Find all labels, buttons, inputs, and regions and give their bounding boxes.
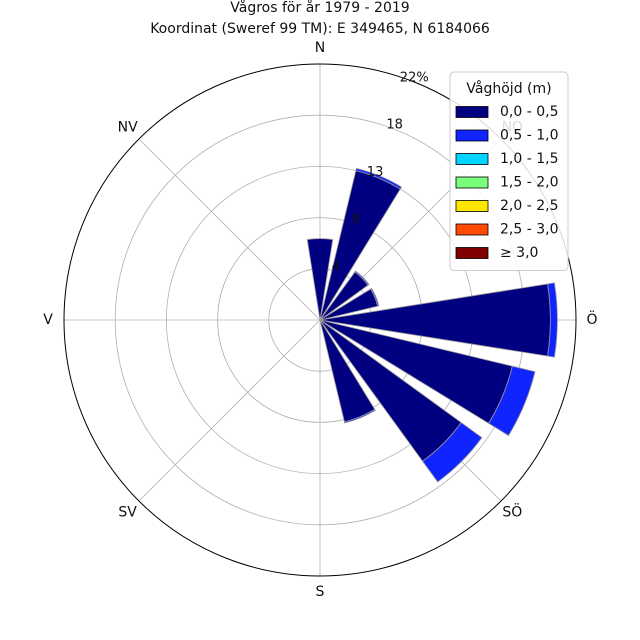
- radial-tick-label: 22%: [400, 70, 429, 85]
- grid-spoke: [138, 319, 321, 502]
- bar-segment: [306, 238, 334, 321]
- bar-segment: [343, 408, 376, 424]
- legend-box: [449, 71, 569, 271]
- wave-bars: [306, 167, 558, 483]
- legend-swatch: [455, 153, 489, 165]
- legend-entry: 1,0 - 1,5: [500, 151, 558, 167]
- radial-tick-label: 18: [386, 118, 403, 133]
- legend-swatch: [455, 247, 489, 259]
- direction-label: SÖ: [502, 502, 522, 520]
- legend-swatch: [455, 106, 489, 118]
- legend-entry: 2,5 - 3,0: [500, 222, 558, 238]
- legend-entry: 0,0 - 0,5: [500, 104, 558, 120]
- outer-circle: [63, 63, 577, 577]
- legend-swatch: [455, 176, 489, 189]
- radial-tick-label: 9: [351, 212, 359, 227]
- legend-entry: 1,5 - 2,0: [500, 175, 558, 191]
- legend-entry: 2,0 - 2,5: [500, 198, 558, 214]
- radial-tick-labels: 4 9 13 18 22%: [332, 70, 429, 274]
- bar-segment: [354, 270, 370, 286]
- direction-label: V: [43, 312, 53, 328]
- chart-title: Vågros för år 1979 - 2019: [230, 0, 409, 16]
- radial-tick-label: 13: [367, 165, 384, 180]
- bar-segment: [422, 422, 483, 483]
- legend-entry: 0,5 - 1,0: [500, 128, 558, 144]
- radial-tick-label: 4: [332, 260, 340, 275]
- grid-spoke: [138, 138, 321, 321]
- direction-label: S: [316, 584, 325, 600]
- bar-segment: [547, 282, 558, 358]
- direction-label: SV: [118, 504, 137, 520]
- bar-segment: [370, 287, 380, 307]
- legend-swatch: [455, 200, 489, 212]
- direction-label: N: [315, 40, 325, 56]
- bar-segment: [355, 167, 403, 190]
- legend-title: Våghöjd (m): [466, 80, 551, 97]
- chart-subtitle: Koordinat (Sweref 99 TM): E 349465, N 61…: [150, 21, 490, 37]
- direction-label: Ö: [586, 310, 597, 328]
- legend-swatch: [455, 129, 489, 142]
- legend-swatch: [455, 223, 489, 236]
- legend-entry: ≥ 3,0: [500, 245, 538, 261]
- direction-label: NV: [118, 120, 138, 136]
- bar-segment: [488, 365, 536, 437]
- legend: Våghöjd (m) 0,0 - 0,5 0,5 - 1,0 1,0 - 1,5 1,…: [449, 71, 569, 271]
